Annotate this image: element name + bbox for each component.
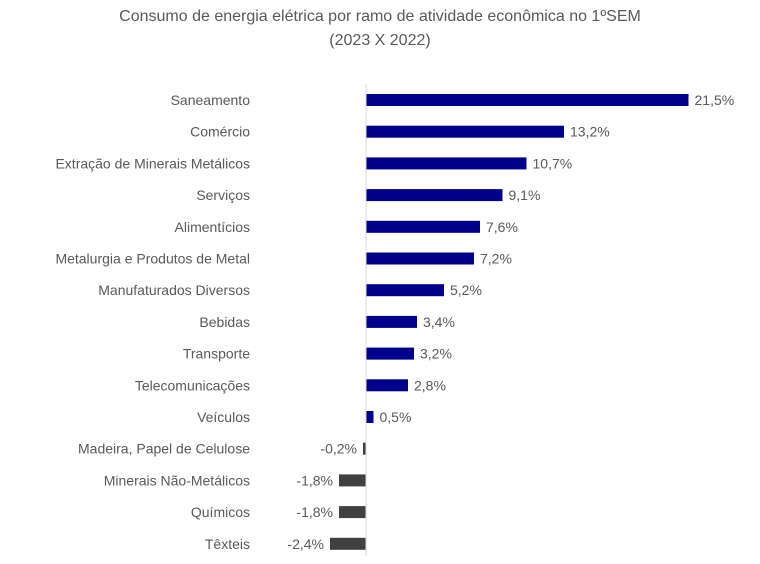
data-label: -0,2% [320,441,357,457]
category-label: Alimentícios [175,219,250,235]
category-label: Saneamento [171,92,251,108]
bar [330,537,366,550]
bar [366,220,480,233]
category-label: Transporte [183,346,250,362]
category-label: Metalurgia e Produtos de Metal [55,251,250,267]
data-label: 3,2% [420,346,452,362]
bar [366,411,374,423]
bar [366,94,689,106]
bar [339,474,366,487]
data-label: 5,2% [450,282,482,298]
category-label: Minerais Não-Metálicos [104,472,250,488]
bar [366,284,444,297]
bar [366,125,564,138]
data-label: 10,7% [533,155,573,171]
chart-title: Consumo de energia elétrica por ramo de … [119,8,641,25]
category-label: Comércio [190,124,250,140]
bar [363,442,366,455]
data-label: -1,8% [296,472,333,488]
data-label: 9,1% [509,187,541,203]
data-label: 2,8% [414,377,446,393]
data-label: -2,4% [287,536,324,552]
bar [366,379,408,392]
data-label: 0,5% [380,409,412,425]
bar [339,506,366,519]
data-label: 7,2% [480,251,512,267]
chart-subtitle: (2023 X 2022) [329,32,431,49]
category-label: Telecomunicações [135,377,250,393]
category-label: Bebidas [199,314,250,330]
bar [366,252,474,265]
data-label: 3,4% [423,314,455,330]
data-label: 7,6% [486,219,518,235]
data-label: 21,5% [695,92,735,108]
data-label: -1,8% [296,504,333,520]
category-label: Veículos [197,409,250,425]
category-label: Extração de Minerais Metálicos [55,155,250,171]
bar [366,189,503,202]
category-label: Manufaturados Diversos [98,282,250,298]
category-label: Madeira, Papel de Celulose [78,441,250,457]
category-label: Têxteis [205,536,250,552]
bar [366,157,527,170]
data-label: 13,2% [570,124,610,140]
category-label: Serviços [196,187,250,203]
category-label: Químicos [191,504,250,520]
bar [366,315,417,328]
bar [366,347,414,360]
